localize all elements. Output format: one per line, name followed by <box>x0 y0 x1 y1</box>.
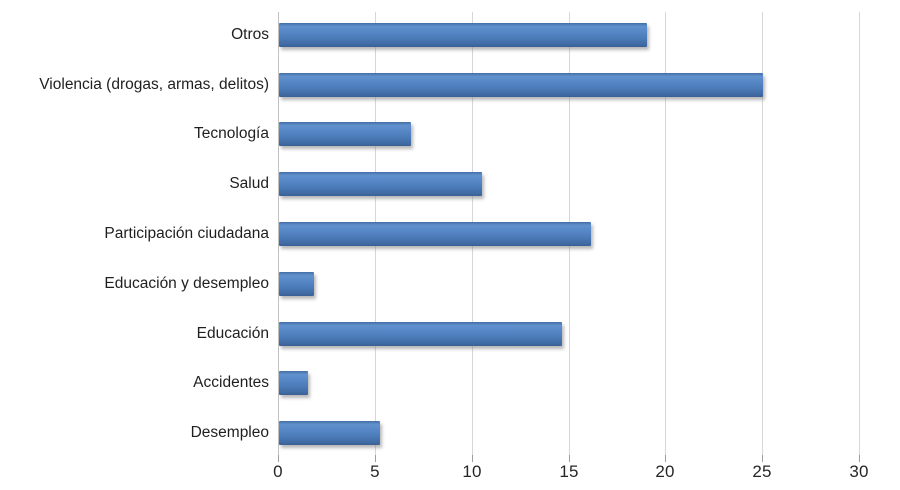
bar-8 <box>279 371 308 395</box>
x-axis-tick-label: 0 <box>273 462 283 481</box>
x-axis-tick <box>762 455 763 462</box>
x-axis-tick <box>665 455 666 462</box>
bar-5 <box>279 222 591 246</box>
gridline <box>859 12 860 455</box>
x-axis-tick <box>472 455 473 462</box>
x-axis-tick <box>278 455 279 462</box>
bar-7 <box>279 322 562 346</box>
category-label: Otros <box>231 26 269 43</box>
gridline <box>762 12 763 455</box>
category-label: Salud <box>229 175 269 192</box>
category-label: Educación <box>196 325 269 342</box>
x-axis-tick-label: 25 <box>752 462 772 481</box>
x-axis-tick <box>859 455 860 462</box>
category-label: Desempleo <box>190 424 269 441</box>
category-label: Accidentes <box>193 374 269 391</box>
bar-1 <box>279 23 647 47</box>
x-axis-tick-label: 20 <box>655 462 675 481</box>
bar-6 <box>279 272 314 296</box>
category-label: Participación ciudadana <box>104 225 269 242</box>
y-axis-line <box>278 12 279 455</box>
bar-2 <box>279 73 763 97</box>
x-axis-tick-label: 5 <box>370 462 380 481</box>
x-axis-tick-label: 10 <box>462 462 482 481</box>
x-axis-tick-label: 30 <box>849 462 869 481</box>
gridline <box>665 12 666 455</box>
x-axis-tick <box>375 455 376 462</box>
x-axis-tick <box>569 455 570 462</box>
category-label: Tecnología <box>194 125 269 142</box>
x-axis-tick-label: 15 <box>559 462 579 481</box>
bar-3 <box>279 122 411 146</box>
category-label: Violencia (drogas, armas, delitos) <box>39 76 269 93</box>
bar-4 <box>279 172 482 196</box>
bar-9 <box>279 421 380 445</box>
category-label: Educación y desempleo <box>104 275 269 292</box>
